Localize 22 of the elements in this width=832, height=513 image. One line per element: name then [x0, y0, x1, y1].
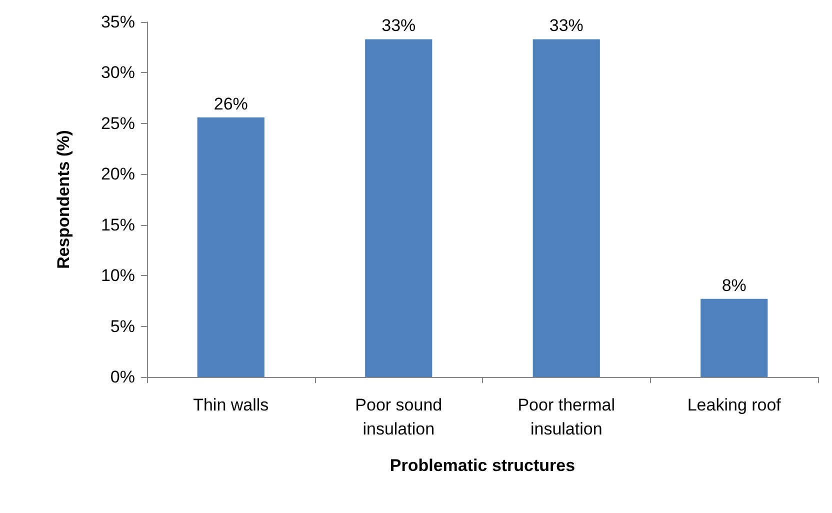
- bar: [365, 39, 432, 377]
- data-label: 33%: [382, 16, 416, 36]
- y-tick-label: 35%: [100, 12, 135, 32]
- y-tick-label: 30%: [100, 63, 135, 82]
- y-axis-title: Respondents (%): [54, 130, 73, 269]
- data-label: 8%: [722, 276, 746, 295]
- x-axis-title: Problematic structures: [390, 456, 576, 475]
- bar: [197, 117, 264, 377]
- y-tick-label: 25%: [100, 114, 135, 133]
- bar: [532, 39, 600, 377]
- y-tick-label: 15%: [100, 215, 135, 234]
- x-tick-label: Leaking roof: [687, 396, 782, 414]
- y-tick-label: 10%: [100, 266, 135, 286]
- bar: [700, 298, 768, 377]
- data-label: 33%: [549, 16, 584, 36]
- y-tick-label: 5%: [110, 316, 135, 336]
- y-tick-label: 0%: [110, 368, 135, 386]
- data-label: 26%: [214, 94, 248, 114]
- y-tick-label: 20%: [100, 164, 135, 184]
- x-tick-label: Poor sound insulation: [355, 396, 442, 438]
- x-tick-label: Thin walls: [193, 396, 269, 414]
- x-tick-label: Poor thermal insulation: [518, 396, 616, 438]
